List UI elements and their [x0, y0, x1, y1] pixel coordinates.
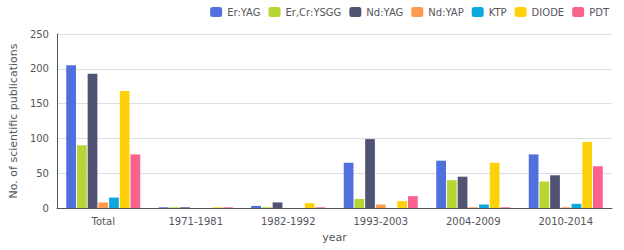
svg-text:1993-2003: 1993-2003 — [353, 216, 408, 227]
svg-text:100: 100 — [30, 133, 49, 144]
svg-text:Er:YAG: Er:YAG — [227, 7, 260, 18]
svg-text:1971-1981: 1971-1981 — [168, 216, 223, 227]
svg-text:200: 200 — [30, 63, 49, 74]
svg-text:Nd:YAG: Nd:YAG — [366, 7, 403, 18]
svg-text:250: 250 — [30, 29, 49, 40]
svg-text:Er,Cr:YSGG: Er,Cr:YSGG — [286, 7, 342, 18]
svg-text:2010-2014: 2010-2014 — [538, 216, 593, 227]
svg-text:year: year — [322, 231, 347, 244]
svg-text:50: 50 — [36, 168, 49, 179]
svg-text:2004-2009: 2004-2009 — [446, 216, 501, 227]
svg-text:PDT: PDT — [589, 7, 610, 18]
svg-text:KTP: KTP — [489, 7, 507, 18]
svg-text:No. of scientific publications: No. of scientific publications — [7, 43, 20, 198]
svg-text:1982-1992: 1982-1992 — [261, 216, 316, 227]
svg-text:Total: Total — [91, 216, 115, 227]
svg-text:Nd:YAP: Nd:YAP — [428, 7, 463, 18]
svg-text:0: 0 — [43, 203, 49, 214]
svg-text:DIODE: DIODE — [532, 7, 565, 18]
svg-text:150: 150 — [30, 98, 49, 109]
